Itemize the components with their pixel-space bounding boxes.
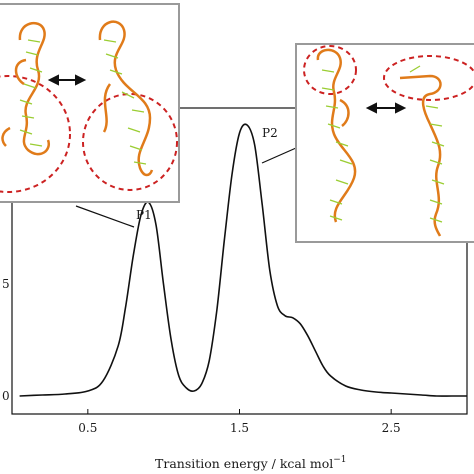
peak-pointer-p1	[75, 205, 135, 228]
left-inset-ellipse-a	[0, 75, 71, 193]
y-tick-label-bottom: 0	[2, 389, 10, 403]
right-inset-ellipse-b	[383, 55, 474, 101]
y-tick-label-top: 5	[2, 277, 10, 291]
left-inset-double-arrow	[47, 74, 87, 86]
rna-structure-right-1	[316, 48, 357, 223]
rna-bases-left-2	[103, 39, 147, 165]
rna-bases-right-2	[409, 65, 445, 223]
rna-bases-right-1	[321, 69, 353, 221]
right-inset-ellipse-a	[303, 45, 357, 95]
right-inset	[295, 43, 474, 243]
rna-structure-left-2	[98, 20, 154, 177]
peak-label-p2: P2	[262, 126, 278, 140]
right-inset-double-arrow	[365, 102, 407, 114]
right-inset-frame	[295, 43, 474, 243]
left-inset	[0, 3, 180, 203]
x-tick-label: 2.5	[382, 421, 401, 435]
peak-label-p1: P1	[136, 208, 152, 222]
series-line	[19, 123, 467, 397]
x-axis-ticks: 0.5 1.5 2.5	[78, 409, 401, 435]
peak-pointer-p2	[261, 147, 297, 164]
x-tick-label: 1.5	[230, 421, 249, 435]
left-inset-ellipse-b	[82, 93, 178, 191]
x-axis-title: Transition energy / kcal mol−1	[155, 455, 347, 471]
x-tick-label: 0.5	[78, 421, 97, 435]
rna-structure-right-2	[399, 74, 442, 237]
rna-bases-left-1	[19, 39, 43, 147]
y-axis-ticks: 5 0	[2, 277, 10, 403]
rna-structure-left-1	[1, 21, 51, 156]
